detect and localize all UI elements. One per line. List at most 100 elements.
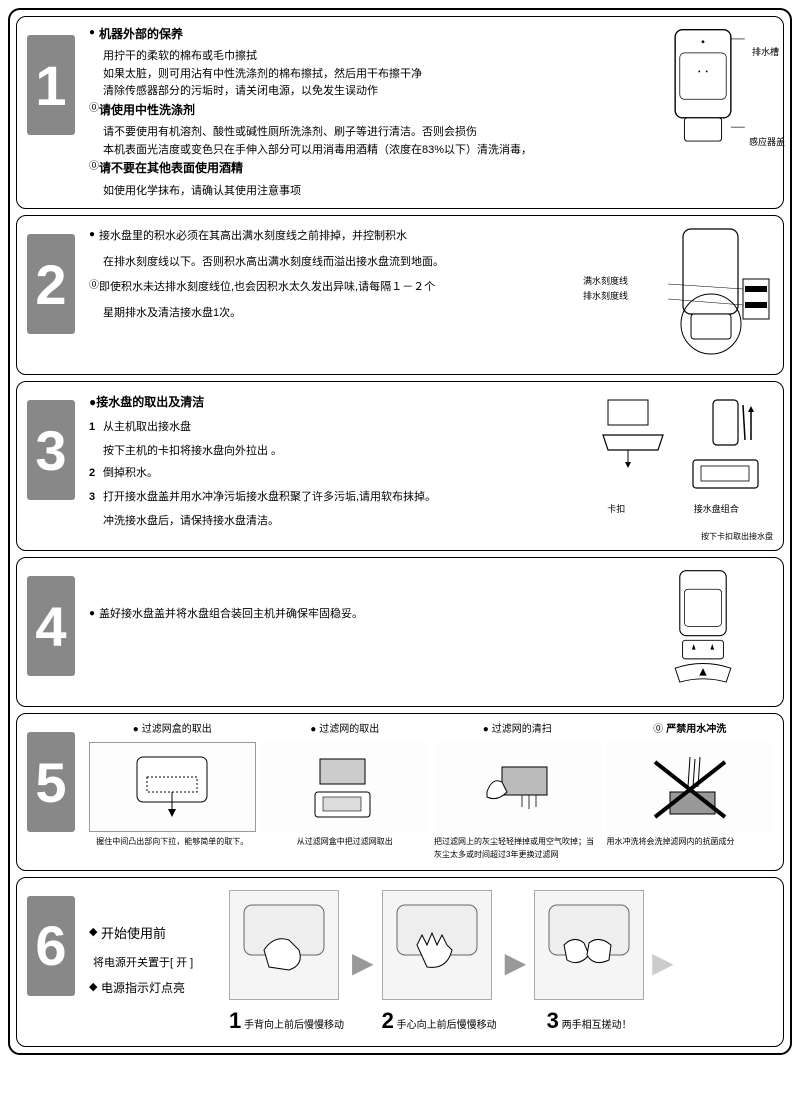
s1-line: 请不要使用有机溶剂、酸性或碱性厕所洗涤剂、刷子等进行清洁。否则会损伤 [89,124,625,142]
s6-step2-num: 2 [382,1008,394,1033]
s3-diagram: 卡扣 接水盘组合 按下卡扣取出接水盘 [573,390,773,542]
s2-l1: 在排水刻度线以下。否则积水高出满水刻度线而溢出接水盘流到地面。 [89,250,585,274]
manual-container: 1 ●机器外部的保养 用拧干的柔软的棉布或毛巾擦拭 如果太脏，则可用沾有中性洗涤… [8,8,792,1055]
s1-diagram: 排水槽 感应器盖 [633,25,773,157]
s1-line: 如果太脏，则可用沾有中性洗涤剂的棉布擦拭，然后用干布擦干净 [89,66,625,84]
hand-back-icon [229,890,339,1000]
s6-step2-txt: 手心向上前后慢慢移动 [397,1020,497,1031]
section-1-content: ●机器外部的保养 用拧干的柔软的棉布或毛巾擦拭 如果太脏，则可用沾有中性洗涤剂的… [89,25,625,200]
s6-step3: 3 两手相互搓动！ [534,890,644,1038]
section-number-4: 4 [27,576,75,676]
s4-b1: 盖好接水盘盖并将水盘组合装回主机并确保牢固稳妥。 [99,606,363,624]
section-number-6: 6 [27,896,75,996]
section-5-content: ●过滤网盒的取出 握住中间凸出部向下拉，能够简单的取下。 ●过滤网的取出 从过滤… [89,722,773,862]
s2-label2: 排水刻度线 [583,289,628,302]
s1-line: 本机表面光洁度或变色只在手伸入部分可以用消毒用酒精（浓度在83%以下）清洗消毒， [89,142,625,160]
s5-item3: ●过滤网的清扫 把过滤网上的灰尘轻轻掸掉或用空气吹掉；当灰尘太多或时间超过3年更… [434,722,601,862]
s2-b1: 接水盘里的积水必须在其高出满水刻度线之前排掉，并控制积水 [99,224,585,248]
s3-n2: 2 [89,462,103,484]
bullet-icon: ● [133,722,139,738]
s2-b2: 即使积水未达排水刻度线位,也会因积水太久发出异味,请每隔１－２个 [99,275,585,299]
arrow-icon: ▶ [652,941,674,986]
warn-icon: ⓪ [89,101,99,117]
hands-rub-icon [534,890,644,1000]
s6-step3-txt: 两手相互搓动！ [562,1020,632,1031]
s1-label2: 感应器盖 [749,135,785,148]
bullet-icon: ● [89,606,99,622]
s6-step1: 1 手背向上前后慢慢移动 [229,890,344,1038]
tray-install-icon [643,566,763,696]
s2-l2: 星期排水及清洁接水盘1次。 [89,301,585,325]
section-number-5: 5 [27,732,75,832]
hand-palm-icon [382,890,492,1000]
s5-c3: 把过滤网上的灰尘轻轻掸掉或用空气吹掉；当灰尘太多或时间超过3年更换过滤网 [434,836,601,862]
s2-diagram: 满水刻度线 排水刻度线 [593,224,773,366]
s3-t1b: 按下主机的卡扣将接水盘向外拉出 。 [89,440,565,462]
s3-title: ●接水盘的取出及清洁 [89,390,565,414]
s5-h2: 过滤网的取出 [319,722,379,738]
section-4-content: ●盖好接水盘盖并将水盘组合装回主机并确保牢固稳妥。 [89,566,625,666]
s1-title1: 机器外部的保养 [99,25,625,44]
s6-d1: 开始使用前 [101,920,219,949]
filter-box-remove-icon [89,742,256,832]
s6-steps: 1 手背向上前后慢慢移动 ▶ 2 手心向上前后慢慢移动 ▶ 3 两手相互搓动！ … [229,890,674,1038]
filter-remove-icon [262,742,429,832]
section-number-2: 2 [27,234,75,334]
s3-t3a: 打开接水盘盖并用水冲净污垢接水盘积聚了许多污垢,请用软布抹掉。 [103,486,565,508]
s1-title2: 请使用中性洗涤剂 [99,101,625,120]
s6-step2: 2 手心向上前后慢慢移动 [382,890,497,1038]
section-4: 4 ●盖好接水盘盖并将水盘组合装回主机并确保牢固稳妥。 [16,557,784,707]
s5-h3: 过滤网的清扫 [492,722,552,738]
s6-step1-txt: 手背向上前后慢慢移动 [244,1020,344,1031]
s5-item4: ⓪严禁用水冲洗 用水冲洗将会洗掉滤网内的抗菌成分 [607,722,774,862]
s5-c2: 从过滤网盒中把过滤网取出 [262,836,429,849]
s6-l1: 将电源开关置于[ 开 ] [89,951,219,975]
s4-diagram [633,566,773,698]
s6-step1-num: 1 [229,1008,241,1033]
arrow-icon: ▶ [352,941,374,986]
s3-label2: 接水盘组合 [694,502,739,515]
s3-t1a: 从主机取出接水盘 [103,416,565,438]
section-number-3: 3 [27,400,75,500]
s1-line: 如使用化学抹布，请确认其使用注意事项 [89,183,625,201]
warn-icon: ⓪ [89,159,99,175]
bullet-icon: ● [483,722,489,738]
filter-clean-icon [434,742,601,832]
s3-t2: 倒掉积水。 [103,462,565,484]
s1-label1: 排水槽 [752,45,779,58]
s1-line: 清除传感器部分的污垢时，请关闭电源，以免发生误动作 [89,83,625,101]
diamond-icon: ◆ [89,975,101,999]
s3-n3: 3 [89,486,103,508]
bullet-icon: ● [310,722,316,738]
s5-item1: ●过滤网盒的取出 握住中间凸出部向下拉，能够简单的取下。 [89,722,256,862]
hand-dryer-icon [653,25,753,155]
section-5: 5 ●过滤网盒的取出 握住中间凸出部向下拉，能够简单的取下。 ●过滤网的取出 从… [16,713,784,871]
warn-icon: ⓪ [653,722,663,738]
arrow-icon: ▶ [505,941,527,986]
s5-h4: 严禁用水冲洗 [666,722,726,738]
section-2: 2 ●接水盘里的积水必须在其高出满水刻度线之前排掉，并控制积水 在排水刻度线以下… [16,215,784,375]
section-2-content: ●接水盘里的积水必须在其高出满水刻度线之前排掉，并控制积水 在排水刻度线以下。否… [89,224,585,325]
s3-n1: 1 [89,416,103,438]
s5-h1: 过滤网盒的取出 [142,722,212,738]
s3-label3: 按下卡扣取出接水盘 [573,531,773,542]
section-3-content: ●接水盘的取出及清洁 1从主机取出接水盘 按下主机的卡扣将接水盘向外拉出 。 2… [89,390,565,532]
s6-d2: 电源指示灯点亮 [101,975,219,1001]
s2-label1: 满水刻度线 [583,274,628,287]
section-6: 6 ◆开始使用前 将电源开关置于[ 开 ] ◆电源指示灯点亮 1 手背向上前后慢… [16,877,784,1047]
s5-c1: 握住中间凸出部向下拉，能够简单的取下。 [89,836,256,849]
s6-step3-num: 3 [547,1008,559,1033]
tray-removal-icon [573,390,773,530]
no-water-icon [607,742,774,832]
s1-line: 用拧干的柔软的棉布或毛巾擦拭 [89,48,625,66]
diamond-icon: ◆ [89,920,101,944]
section-3: 3 ●接水盘的取出及清洁 1从主机取出接水盘 按下主机的卡扣将接水盘向外拉出 。… [16,381,784,551]
s3-t3b: 冲洗接水盘后，请保持接水盘清洁。 [89,510,565,532]
s1-title3: 请不要在其他表面使用酒精 [99,159,625,178]
bullet-icon: ● [89,224,99,246]
section-1: 1 ●机器外部的保养 用拧干的柔软的棉布或毛巾擦拭 如果太脏，则可用沾有中性洗涤… [16,16,784,209]
s5-c4: 用水冲洗将会洗掉滤网内的抗菌成分 [607,836,774,849]
s5-item2: ●过滤网的取出 从过滤网盒中把过滤网取出 [262,722,429,862]
bullet-icon: ● [89,25,99,41]
warn-icon: ⓪ [89,275,99,297]
